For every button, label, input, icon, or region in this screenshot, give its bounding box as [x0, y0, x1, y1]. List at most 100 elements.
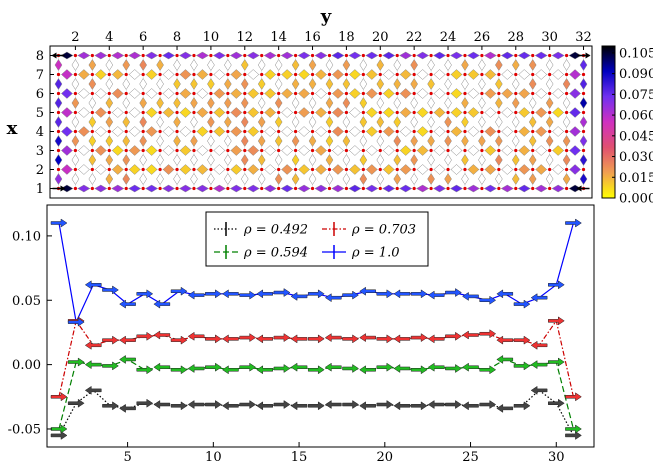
lattice-site: [497, 91, 501, 96]
lattice-site: [514, 148, 518, 153]
bond-current-marker: [139, 78, 147, 90]
bond-current-marker: [348, 184, 362, 193]
bond-current-marker: [376, 59, 385, 71]
bond-current-marker: [128, 164, 141, 175]
series-point: [342, 400, 359, 409]
series-point: [273, 288, 291, 297]
bond-current-marker: [145, 107, 158, 118]
bond-current-marker: [179, 88, 192, 99]
bond-current-marker: [461, 135, 469, 147]
lattice-site: [463, 53, 467, 58]
bond-current-marker: [60, 51, 74, 60]
series-point: [239, 333, 257, 343]
bond-current-marker: [162, 69, 175, 80]
lattice-site: [90, 72, 94, 77]
lattice-x-tick-label: 18: [338, 30, 355, 45]
lattice-site: [124, 72, 128, 77]
lattice-site: [548, 129, 552, 134]
series-point: [376, 334, 394, 344]
bond-current-marker: [461, 154, 469, 166]
lattice-site: [463, 129, 467, 134]
bond-current-marker: [467, 126, 480, 137]
bond-current-marker: [111, 145, 124, 156]
series-point: [136, 365, 154, 375]
lattice-site: [293, 53, 298, 58]
series-point: [548, 398, 565, 408]
bond-current-marker: [534, 184, 548, 193]
bond-current-marker: [562, 116, 571, 128]
bond-current-marker: [382, 184, 396, 193]
lattice-site: [277, 148, 281, 153]
series-point: [427, 290, 445, 300]
colorbar-tick-label: 0.090: [619, 67, 653, 82]
lattice-site: [531, 110, 535, 115]
bond-current-marker: [349, 164, 361, 175]
bond-current-marker: [281, 145, 293, 156]
series-point: [513, 401, 531, 411]
lattice-site: [107, 129, 111, 134]
lattice-site: [243, 53, 247, 58]
lattice-site: [260, 129, 264, 134]
series-point: [170, 401, 188, 411]
lattice-site: [73, 53, 78, 58]
bond-current-marker: [517, 184, 531, 193]
bond-current-marker: [382, 164, 395, 175]
bond-current-marker: [78, 107, 90, 118]
bond-current-marker: [518, 88, 531, 99]
series-point: [359, 365, 376, 375]
series-point: [324, 400, 342, 409]
bond-current-marker: [54, 116, 63, 128]
series-point: [205, 334, 222, 344]
lattice-site: [429, 167, 433, 172]
bond-current-marker: [528, 173, 537, 185]
lattice-site: [243, 91, 247, 96]
lattice-site: [175, 167, 179, 172]
bond-current-marker: [484, 69, 497, 80]
bond-current-marker: [444, 173, 452, 185]
bond-current-marker: [224, 135, 232, 147]
lattice-site: [90, 167, 94, 172]
bond-current-marker: [382, 88, 395, 99]
bond-current-marker: [274, 78, 283, 90]
bond-current-marker: [399, 164, 412, 175]
bond-current-marker: [416, 107, 429, 118]
bond-current-marker: [376, 97, 385, 109]
lattice-y-tick-label: 8: [36, 49, 44, 64]
lattice-x-tick-label: 14: [270, 30, 287, 45]
line-y-ticks: -0.05 0.00 0.05 0.10: [8, 229, 52, 437]
bond-current-marker: [274, 59, 283, 71]
series-point: [170, 365, 188, 375]
bond-current-marker: [54, 59, 63, 71]
bond-current-marker: [545, 116, 554, 128]
bond-current-marker: [393, 78, 402, 90]
bond-current-marker: [230, 107, 243, 118]
series-point: [393, 401, 411, 411]
bond-current-marker: [569, 126, 581, 137]
series-point: [205, 362, 222, 372]
bond-current-marker: [511, 116, 520, 128]
lattice-site: [192, 91, 196, 96]
lattice-site: [361, 186, 365, 191]
series-point: [153, 299, 171, 309]
series-point: [393, 334, 411, 344]
bond-current-marker: [314, 51, 328, 60]
series-point: [239, 400, 257, 409]
legend-box: [205, 211, 429, 267]
bond-current-marker: [128, 88, 141, 99]
bond-current-marker: [444, 116, 452, 128]
lattice-x-tick-label: 16: [304, 30, 321, 45]
lattice-y-tick-label: 4: [36, 125, 44, 140]
bond-current-marker: [433, 69, 446, 80]
bond-current-marker: [478, 173, 486, 185]
bond-current-marker: [71, 135, 80, 147]
bond-current-marker: [495, 97, 503, 109]
series-point: [548, 316, 565, 326]
bond-current-marker: [207, 59, 215, 71]
lattice-site: [327, 186, 332, 191]
bond-current-marker: [545, 97, 554, 109]
bond-current-marker: [78, 145, 90, 156]
lattice-x-tick-label: 6: [139, 30, 147, 45]
bond-current-marker: [94, 51, 108, 60]
lattice-site: [141, 110, 145, 115]
